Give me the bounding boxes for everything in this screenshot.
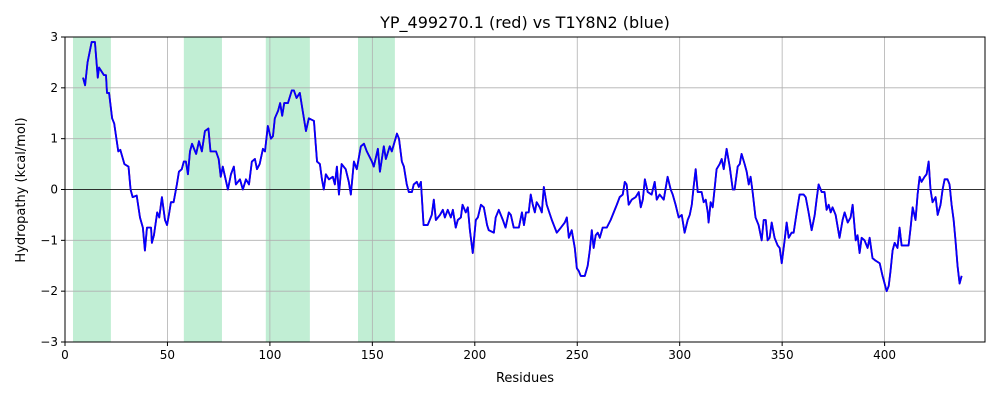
- y-tick-label: 2: [50, 81, 58, 95]
- y-tick-label: −2: [40, 284, 58, 298]
- x-tick-label: 300: [668, 348, 691, 362]
- y-tick-label: 1: [50, 132, 58, 146]
- y-tick-label: 0: [50, 183, 58, 197]
- x-tick-label: 50: [160, 348, 175, 362]
- x-tick-label: 250: [566, 348, 589, 362]
- y-tick-label: −3: [40, 335, 58, 349]
- x-tick-label: 200: [463, 348, 486, 362]
- plot-frame: [64, 36, 986, 343]
- x-tick-label: 0: [61, 348, 69, 362]
- data-line: [82, 41, 963, 293]
- y-tick-label: 3: [50, 30, 58, 44]
- x-tick-label: 400: [873, 348, 896, 362]
- x-tick-label: 350: [771, 348, 794, 362]
- chart-title: YP_499270.1 (red) vs T1Y8N2 (blue): [379, 13, 670, 33]
- x-tick-label: 150: [361, 348, 384, 362]
- y-axis-label: Hydropathy (kcal/mol): [14, 117, 29, 262]
- x-tick-label: 100: [258, 348, 281, 362]
- y-tick-label: −1: [40, 233, 58, 247]
- x-axis-label: Residues: [496, 371, 554, 386]
